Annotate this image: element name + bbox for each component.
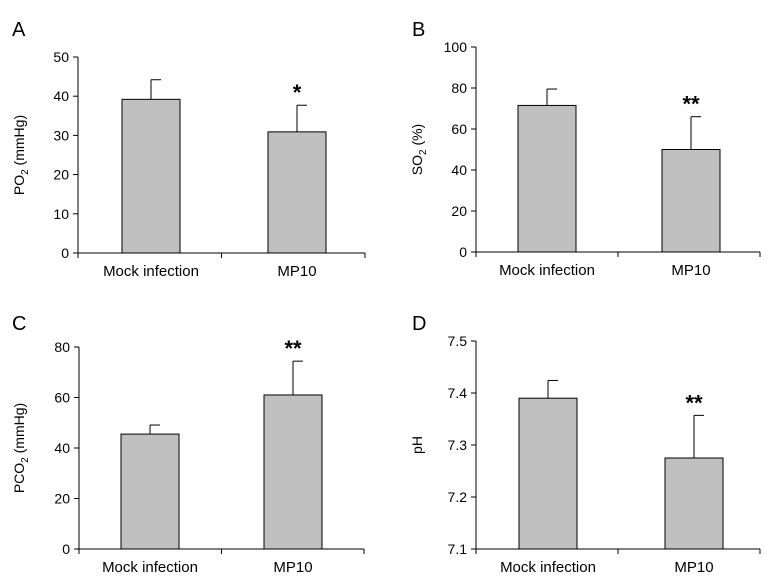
panel-c: C 0 20 40 60 80 PCO2 (mmHg) Mock infection MP10 *… xyxy=(11,313,365,576)
significance-marker: ** xyxy=(284,336,302,361)
bar xyxy=(517,104,577,253)
category-label: MP10 xyxy=(671,262,710,279)
y-tick-label: 80 xyxy=(54,339,70,355)
category-label: Mock infection xyxy=(103,263,199,280)
panel-letter: A xyxy=(12,19,26,41)
category-label: MP10 xyxy=(277,263,316,280)
y-axis-label: PCO2 (mmHg) xyxy=(11,403,31,493)
bar xyxy=(664,457,724,550)
category-label: Mock infection xyxy=(102,559,198,576)
bar xyxy=(518,397,578,550)
bar xyxy=(120,433,180,550)
significance-marker: * xyxy=(293,80,302,105)
category-label: Mock infection xyxy=(499,262,595,279)
bar xyxy=(661,149,721,253)
y-tick-label: 10 xyxy=(53,206,69,222)
panel-letter: D xyxy=(412,313,426,335)
y-tick-label: 7.4 xyxy=(448,385,468,401)
bar xyxy=(263,394,323,550)
panel-b: B 0 20 40 60 80 100 SO2 (%) Mock infection MP10 ** xyxy=(409,19,761,279)
y-tick-label: 0 xyxy=(459,244,467,260)
y-axis-label: SO2 (%) xyxy=(409,124,429,175)
y-tick-label: 40 xyxy=(54,440,70,456)
y-tick-label: 60 xyxy=(451,121,467,137)
y-tick-label: 40 xyxy=(451,162,467,178)
significance-marker: ** xyxy=(685,390,703,415)
y-axis-label: pH xyxy=(409,436,425,454)
y-tick-label: 30 xyxy=(53,127,69,143)
y-tick-label: 7.3 xyxy=(448,437,468,453)
y-tick-label: 60 xyxy=(54,390,70,406)
y-tick-label: 7.2 xyxy=(448,489,468,505)
y-tick-label: 20 xyxy=(451,203,467,219)
panel-d: D 7.1 7.2 7.3 7.4 7.5 pH Mock infection MP10 ** xyxy=(409,313,761,576)
y-tick-label: 100 xyxy=(444,39,468,55)
y-tick-label: 0 xyxy=(61,245,69,261)
y-tick-label: 20 xyxy=(54,491,70,507)
panel-a: A 0 10 20 30 40 50 PO2 (mmHg) Mock infection MP10… xyxy=(11,19,366,280)
y-tick-label: 7.1 xyxy=(448,541,468,557)
y-tick-label: 50 xyxy=(53,49,69,65)
category-label: MP10 xyxy=(273,559,312,576)
bar xyxy=(121,98,181,254)
panel-letter: B xyxy=(412,19,425,41)
bar xyxy=(267,131,327,254)
y-tick-label: 40 xyxy=(53,88,69,104)
y-tick-label: 80 xyxy=(451,80,467,96)
panel-letter: C xyxy=(12,313,26,335)
category-label: Mock infection xyxy=(500,559,596,576)
y-axis-label: PO2 (mmHg) xyxy=(11,115,31,195)
significance-marker: ** xyxy=(682,92,700,117)
y-tick-label: 0 xyxy=(62,541,70,557)
category-label: MP10 xyxy=(674,559,713,576)
y-tick-label: 20 xyxy=(53,167,69,183)
y-tick-label: 7.5 xyxy=(448,333,468,349)
